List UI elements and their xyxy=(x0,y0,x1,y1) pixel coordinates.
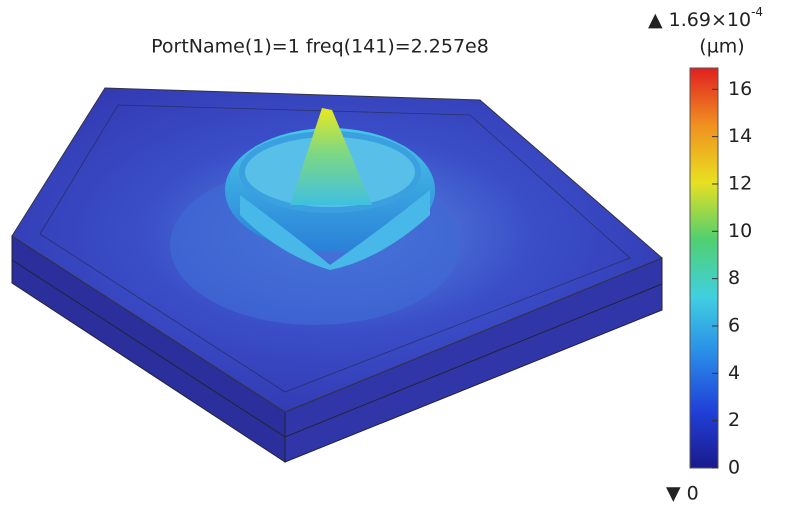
max-mantissa: ▲ 1.69×10 xyxy=(648,9,751,31)
colorbar-tick-label: 2 xyxy=(728,409,740,431)
colorbar-min-label: ▼ 0 xyxy=(666,483,699,505)
chart-title: PortName(1)=1 freq(141)=2.257e8 xyxy=(151,36,489,58)
slab xyxy=(12,88,662,462)
chart: PortName(1)=1 freq(141)=2.257e8 ▲ 1.69×1… xyxy=(0,0,800,506)
colorbar-tick-label: 8 xyxy=(728,267,740,289)
colorbar-tick-label: 14 xyxy=(728,125,752,147)
colorbar-tick-label: 4 xyxy=(728,362,740,384)
colorbar xyxy=(690,68,718,468)
colorbar-tick-label: 6 xyxy=(728,314,740,336)
colorbar-max-label: ▲ 1.69×10-4 xyxy=(648,5,763,31)
max-exponent: -4 xyxy=(751,5,763,19)
colorbar-tick-label: 12 xyxy=(728,172,752,194)
colorbar-tick-label: 10 xyxy=(728,220,752,242)
colorbar-tick-label: 16 xyxy=(728,78,752,100)
colorbar-tick-label: 0 xyxy=(728,457,740,479)
colorbar-unit: (µm) xyxy=(699,36,744,58)
